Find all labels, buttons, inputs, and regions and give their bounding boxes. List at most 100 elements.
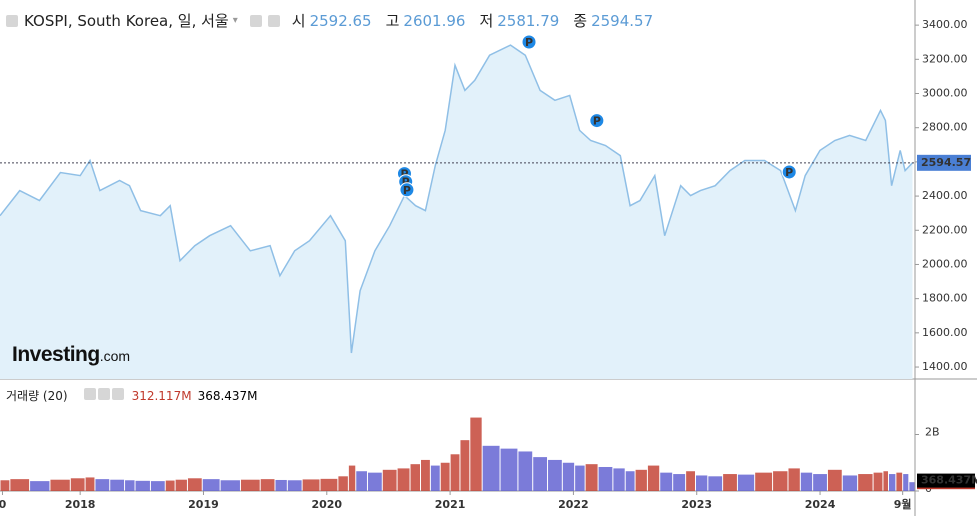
volume-bar (165, 480, 175, 491)
volume-bar (30, 481, 50, 491)
volume-bar (85, 477, 95, 491)
volume-bar (10, 479, 30, 491)
volume-bar (737, 474, 755, 491)
volume-bar (410, 464, 421, 491)
event-marker (781, 164, 797, 180)
close-value: 2594.57 (591, 11, 654, 30)
volume-bar (430, 465, 440, 491)
x-tick-label: 9월 (894, 497, 912, 511)
volume-bar (338, 476, 348, 491)
low-label: 저 (479, 12, 494, 30)
title: KOSPI, South Korea, 일, 서울 (24, 12, 229, 30)
volume-bar (858, 474, 873, 491)
open-value: 2592.65 (309, 11, 372, 30)
volume-bar (896, 472, 903, 491)
volume-bar (348, 465, 356, 491)
price-line (0, 44, 914, 354)
volume-bar (150, 481, 165, 491)
volume-bar (813, 474, 827, 491)
gear-icon[interactable] (267, 14, 280, 27)
x-tick-label: 0 (0, 498, 7, 511)
y-tick-label: 3000.00 (922, 87, 968, 100)
x-tick-label: 2018 (65, 498, 96, 511)
collapse-icon[interactable] (6, 14, 18, 27)
volume-bar (482, 445, 500, 491)
y-tick-label: 1400.00 (922, 360, 968, 373)
event-label: P (785, 166, 793, 179)
volume-bar (0, 480, 10, 491)
gear-icon[interactable] (97, 388, 110, 400)
volume-bar (220, 480, 240, 491)
last-price-box (917, 154, 971, 171)
volume-readout: 312.117M (131, 388, 192, 403)
high-label: 고 (385, 12, 400, 30)
volume-bar (110, 479, 125, 491)
x-tick-label: 2024 (805, 498, 836, 511)
volume-bar (187, 478, 202, 491)
volume-bar (320, 478, 338, 491)
volume-bar (518, 451, 533, 491)
y-tick-label: 3400.00 (922, 18, 968, 31)
volume-title: 거래량 (20) (6, 389, 68, 403)
y-tick-label: 2800.00 (922, 121, 968, 134)
volume-bar (533, 457, 548, 491)
volume-bar (287, 480, 302, 491)
dropdown[interactable]: ▾ (232, 15, 238, 26)
eye-icon[interactable] (83, 388, 96, 400)
close-label: 종 (573, 12, 588, 30)
eye-icon[interactable] (249, 14, 262, 27)
volume-bar (260, 479, 275, 491)
volume-bar (909, 482, 915, 491)
volume-header: 거래량 (20) 312.117M 368.437M (6, 387, 258, 404)
volume-bar (175, 479, 187, 491)
close-icon[interactable] (111, 388, 124, 400)
volume-bar (585, 464, 598, 491)
ma-readout: 368.437M (197, 388, 258, 403)
volume-bar (125, 480, 135, 491)
y-tick-label: 1800.00 (922, 292, 968, 305)
volume-bar (202, 479, 220, 491)
volume-bar (647, 465, 660, 491)
volume-bar (356, 471, 367, 491)
readout-label: 368.437M (921, 474, 977, 487)
volume-bar (788, 468, 800, 491)
volume-bar (873, 472, 883, 491)
volume-bar (888, 474, 896, 491)
volume-bar (903, 474, 909, 491)
volume-bar (70, 478, 85, 491)
logo: Investing.com (12, 343, 130, 367)
volume-bar (548, 459, 562, 491)
volume-bar (382, 469, 397, 491)
y-tick-label: 1600.00 (922, 326, 968, 339)
volume-bar (635, 469, 647, 491)
volume-bar (95, 479, 110, 491)
volume-bar (686, 471, 695, 491)
volume-bar (625, 471, 635, 491)
header: KOSPI, South Korea, 일, 서울 ▾ 시 2592.65 고 26… (6, 10, 663, 31)
volume-bar (275, 479, 287, 491)
volume-bar (440, 462, 450, 491)
volume-bar (450, 454, 460, 491)
y-tick-label: 2200.00 (922, 223, 968, 236)
event-label: P (402, 176, 410, 189)
volume-bar (827, 469, 842, 491)
x-tick-label: 2023 (681, 498, 712, 511)
event-marker (399, 182, 415, 198)
readout-box (917, 473, 975, 488)
event-label: P (525, 36, 533, 49)
volume-bar (367, 472, 382, 491)
event-marker (521, 34, 537, 50)
logo-suffix: .com (99, 348, 131, 364)
volume-bar (800, 472, 813, 491)
x-tick-label: 2019 (188, 498, 219, 511)
logo-main: Investing (12, 343, 100, 366)
area (0, 45, 913, 379)
volume-bar (135, 480, 150, 491)
x-tick-label: 2022 (558, 498, 589, 511)
volume-bar (562, 462, 575, 491)
event-label: P (403, 184, 411, 197)
volume-bar (660, 472, 673, 491)
high-value: 2601.96 (403, 11, 466, 30)
y-tick-label: 2400.00 (922, 189, 968, 202)
